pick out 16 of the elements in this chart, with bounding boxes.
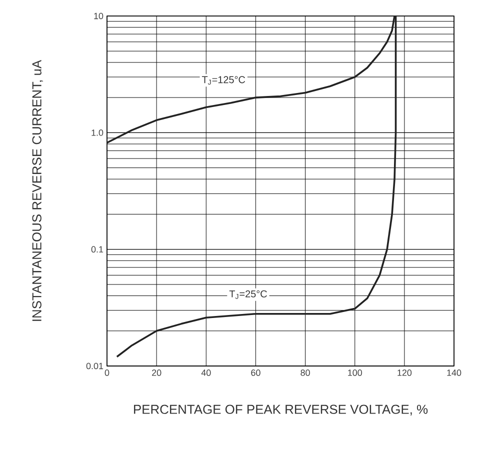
y-tick-label: 10: [94, 12, 104, 20]
x-axis-title: PERCENTAGE OF PEAK REVERSE VOLTAGE, %: [134, 404, 428, 416]
x-tick-label: 40: [201, 370, 211, 376]
x-tick-label: 120: [398, 370, 412, 376]
x-tick-label: 100: [348, 370, 362, 376]
x-tick-label: 20: [152, 370, 162, 376]
y-tick-label: 0.1: [91, 246, 104, 253]
y-axis-title: INSTANTANEOUS REVERSE CURRENT, uA: [32, 60, 43, 321]
x-tick-label: 140: [447, 370, 462, 376]
x-tick-label: 0: [104, 370, 110, 376]
annotation: T$_{J}$=125°C: [202, 76, 246, 85]
x-tick-label: 60: [251, 370, 260, 376]
x-tick-label: 80: [300, 370, 310, 376]
annotation: T$_{J}$=25°C: [229, 290, 267, 299]
y-tick-label: 0.01: [86, 362, 104, 370]
y-tick-label: 1.0: [92, 129, 104, 136]
